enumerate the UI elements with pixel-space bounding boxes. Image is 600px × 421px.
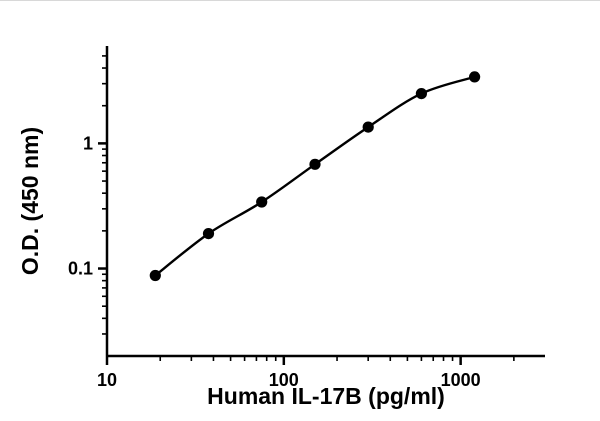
data-point: [415, 88, 427, 100]
standard-curve-line: [154, 75, 476, 277]
data-point: [256, 196, 268, 208]
x-tick-label: 1000: [441, 370, 481, 390]
y-tick-label: 1: [83, 133, 93, 153]
y-tick-label: 0.1: [68, 259, 93, 279]
x-axis-title: Human IL-17B (pg/ml): [207, 383, 445, 409]
data-point: [469, 71, 481, 83]
data-point: [362, 121, 374, 133]
x-tick-label: 10: [97, 370, 117, 390]
x-tick-label: 100: [269, 370, 299, 390]
y-axis-title: O.D. (450 nm): [17, 127, 43, 275]
data-point: [309, 158, 321, 170]
plot-area: 10 100 1000 0.1 1: [68, 46, 545, 390]
data-point: [149, 269, 161, 282]
data-point: [202, 228, 215, 240]
